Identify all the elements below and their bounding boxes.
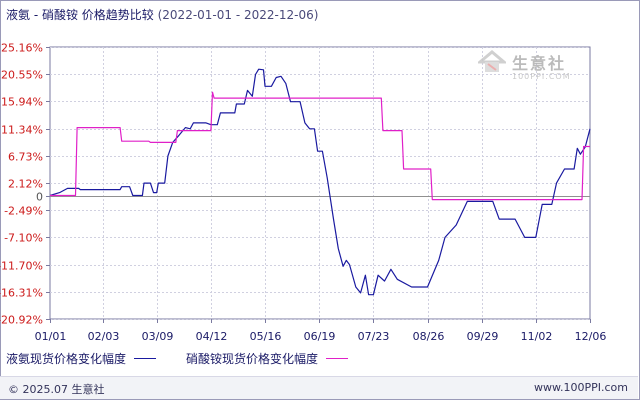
y-tick-label: -20.92%: [0, 314, 43, 327]
y-tick-label: 20.55%: [1, 69, 43, 82]
y-tick-label: -16.31%: [0, 287, 43, 300]
x-tick-label: 09/29: [467, 330, 499, 343]
legend-series-1-swatch: [134, 358, 157, 359]
y-tick-label: -2.49%: [4, 205, 43, 218]
y-tick-label: -11.70%: [0, 260, 43, 273]
watermark-url: 100PPI.COM: [512, 72, 571, 81]
series-1-line: [49, 68, 591, 296]
chart-title-range: (2022-01-01 - 2022-12-06): [157, 8, 319, 22]
chart-title-main: 液氨 - 硝酸铵 价格趋势比较: [6, 8, 154, 22]
legend-series-2-swatch: [326, 358, 349, 359]
x-tick-label: 03/09: [142, 330, 174, 343]
x-tick-label: 04/12: [196, 330, 228, 343]
y-tick-label: 25.16%: [1, 42, 43, 55]
x-tick-label: 01/01: [35, 330, 67, 343]
x-tick-label: 08/26: [413, 330, 445, 343]
y-tick-label: -7.10%: [4, 232, 43, 245]
x-tick-label: 11/02: [521, 330, 553, 343]
footer-copyright: © 2025.07 生意社: [8, 383, 105, 396]
y-tick-label: 11.34%: [1, 124, 43, 137]
footer-bar: © 2025.07 生意社 www.100PPI.com: [0, 376, 638, 399]
chart-title: 液氨 - 硝酸铵 价格趋势比较 (2022-01-01 - 2022-12-06…: [6, 6, 318, 23]
x-tick-label: 02/03: [88, 330, 120, 343]
series-2-line: [50, 91, 590, 201]
legend-series-1-label: 液氨现货价格变化幅度: [6, 352, 127, 366]
x-tick-label: 06/19: [304, 330, 336, 343]
footer-url: www.100PPI.com: [534, 381, 628, 394]
y-tick-label: 6.73%: [8, 151, 43, 164]
chart-legend: 液氨现货价格变化幅度 硝酸铵现货价格变化幅度: [6, 350, 378, 367]
watermark-name: 生意社: [512, 54, 567, 73]
y-tick-label: 2.12%: [8, 178, 43, 191]
legend-series-2-label: 硝酸铵现货价格变化幅度: [186, 352, 319, 366]
house-logo-icon: [478, 50, 506, 72]
x-tick-label: 12/06: [575, 330, 607, 343]
x-tick-label: 07/23: [358, 330, 390, 343]
y-tick-label: 15.94%: [1, 96, 43, 109]
watermark-logo: 生意社 100PPI.COM: [478, 50, 570, 81]
x-tick-label: 05/16: [250, 330, 282, 343]
y-tick-label: 0: [36, 191, 43, 204]
